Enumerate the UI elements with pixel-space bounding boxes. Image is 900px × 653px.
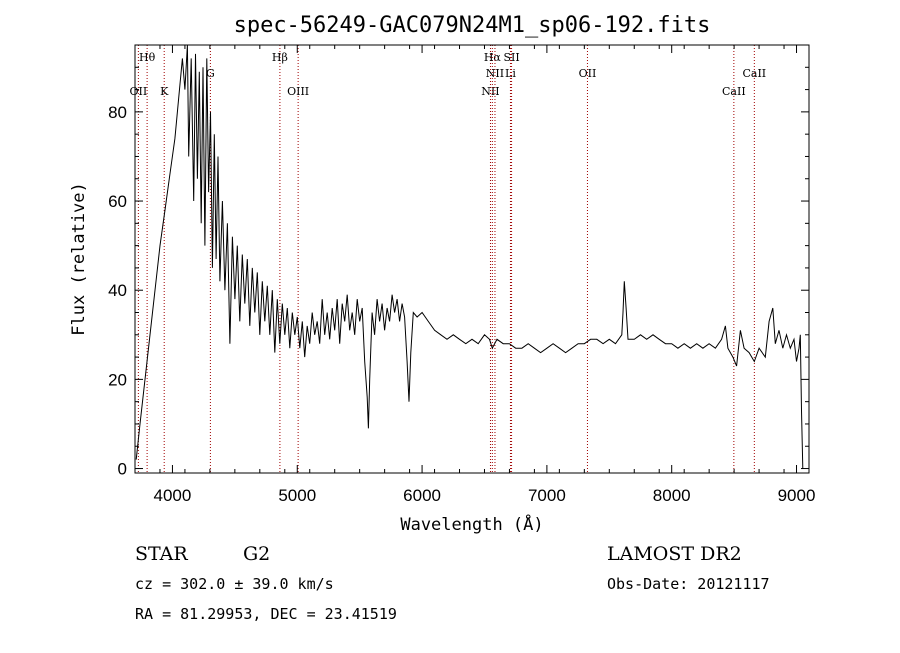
spectral-line-label-2: K <box>160 85 169 98</box>
axis-ticks: 4000 5000 6000 7000 8000 9000 0 20 40 60 80 <box>108 44 816 505</box>
plot-frame <box>134 44 810 474</box>
spectral-line-label-10: SII <box>503 51 519 64</box>
x-tick-label-2: 6000 <box>403 486 441 505</box>
spectral-line-label-9: Li <box>505 67 516 80</box>
spectral-line-label-3: G <box>206 67 215 80</box>
y-axis-label: Flux (relative) <box>69 182 89 336</box>
x-tick-label-4: 8000 <box>653 486 691 505</box>
x-axis-label: Wavelength (Å) <box>400 513 543 535</box>
y-tick-label-2: 40 <box>108 281 127 300</box>
y-tick-label-4: 80 <box>108 103 127 122</box>
spectral-line-label-5: OIII <box>287 85 309 98</box>
obs-date: Obs-Date: 20121117 <box>607 575 770 593</box>
survey-name: LAMOST DR2 <box>607 543 742 565</box>
spectral-line-label-7: Hα <box>484 51 502 64</box>
x-tick-label-1: 5000 <box>278 486 316 505</box>
spectrum-line-0 <box>135 44 804 469</box>
spectral-line-label-13: CaII <box>742 67 766 80</box>
object-subclass: G2 <box>243 543 270 565</box>
coordinates: RA = 81.29953, DEC = 23.41519 <box>135 605 397 623</box>
spectral-line-label-4: Hβ <box>272 51 288 64</box>
spectral-line-label-6: NII <box>481 85 499 98</box>
spectrum-series <box>135 44 804 469</box>
x-tick-label-0: 4000 <box>154 486 192 505</box>
object-class: STAR <box>135 543 188 565</box>
spectral-line-label-1: Hθ <box>139 51 156 64</box>
spectral-line-label-0: OII <box>130 85 148 98</box>
x-tick-label-3: 7000 <box>528 486 566 505</box>
spectral-line-label-8: NII <box>486 67 504 80</box>
y-tick-label-0: 0 <box>118 460 127 479</box>
spectral-line-label-12: CaII <box>722 85 746 98</box>
spectral-line-label-11: OII <box>579 67 597 80</box>
x-tick-label-5: 9000 <box>778 486 816 505</box>
redshift-info: cz = 302.0 ± 39.0 km/s <box>135 575 334 593</box>
y-tick-label-1: 20 <box>108 370 127 389</box>
chart-title: spec-56249-GAC079N24M1_sp06-192.fits <box>234 13 711 38</box>
y-tick-label-3: 60 <box>108 192 127 211</box>
